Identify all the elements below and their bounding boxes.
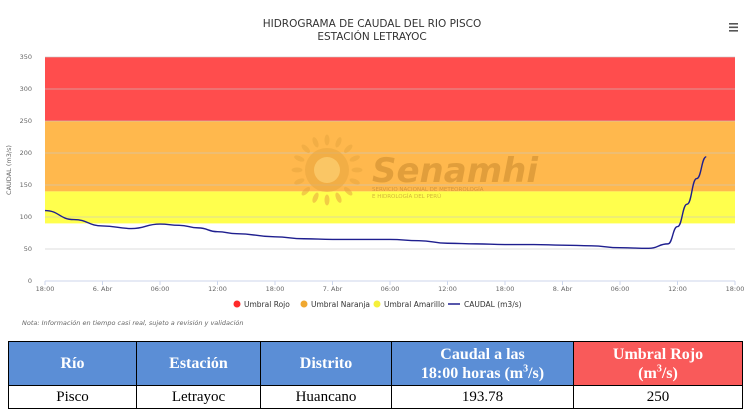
legend-item[interactable]: Umbral Naranja [300, 300, 371, 309]
sun-ray [349, 178, 360, 185]
x-tick-label: 12:00 [668, 285, 687, 293]
sun-ray [294, 178, 305, 185]
y-axis-ticks: 0 50 100 150 200 250 300 350 [20, 53, 32, 285]
senamhi-watermark: Senamhi SERVICIO NACIONAL DE METEOROLOGÍ… [291, 134, 539, 206]
x-axis-ticks: 18:00 6. Abr 06:00 12:00 18:00 7. Abr 06:00 12:… [36, 281, 745, 293]
header-rio: Río [8, 341, 137, 386]
x-tick-label: 06:00 [151, 285, 170, 293]
header-estacion: Estación [136, 341, 261, 386]
x-tick-label: 8. Abr [553, 285, 573, 293]
sun-ray [301, 144, 311, 154]
x-tick-label: 06:00 [611, 285, 630, 293]
table-row: Pisco Letrayoc Huancano 193.78 250 [8, 385, 743, 409]
x-tick-label: 12:00 [438, 285, 457, 293]
sun-ray [343, 144, 353, 154]
legend-item[interactable]: Umbral Rojo [233, 300, 291, 309]
legend-label: Umbral Naranja [311, 300, 370, 309]
sun-ray [335, 192, 342, 203]
series-line-caudal [44, 156, 707, 250]
sun-ray [335, 137, 342, 148]
y-tick-label: 50 [24, 245, 32, 253]
chart-container: HIDROGRAMA DE CAUDAL DEL RIO PISCO ESTAC… [5, 18, 745, 327]
header-umbral-line2: (m3/s) [638, 363, 678, 382]
cell-estacion: Letrayoc [136, 385, 261, 409]
sun-ray [301, 186, 311, 196]
series-group [44, 156, 707, 250]
y-axis-label: CAUDAL (m3/s) [5, 145, 13, 195]
cell-distrito: Huancano [260, 385, 392, 409]
y-tick-label: 100 [20, 213, 32, 221]
sun-ray [291, 167, 303, 173]
x-tick-label: 7. Abr [323, 285, 343, 293]
watermark-tagline-2: E HIDROLOGÍA DEL PERÚ [372, 193, 441, 200]
station-info-table: Río Estación Distrito Caudal a las 18:00… [8, 341, 743, 409]
legend-label: Umbral Amarillo [384, 300, 445, 309]
y-tick-label: 300 [20, 85, 32, 93]
sun-ray [294, 155, 305, 162]
sun-ray [324, 134, 330, 146]
header-distrito: Distrito [260, 341, 392, 386]
footnote: Nota: Información en tiempo casi real, s… [22, 319, 243, 327]
sun-ray [349, 155, 360, 162]
legend-marker [300, 300, 308, 308]
x-tick-label: 18:00 [266, 285, 285, 293]
x-tick-label: 18:00 [726, 285, 745, 293]
header-umbral-line1: Umbral Rojo [612, 345, 704, 363]
chart-subtitle: ESTACIÓN LETRAYOC [317, 30, 426, 43]
hamburger-menu-icon[interactable] [726, 20, 740, 34]
legend-label: CAUDAL (m3/s) [464, 300, 522, 309]
x-tick-label: 6. Abr [93, 285, 113, 293]
legend-item[interactable]: CAUDAL (m3/s) [448, 300, 522, 309]
y-tick-label: 150 [20, 181, 32, 189]
x-tick-label: 18:00 [36, 285, 55, 293]
threshold-band-2 [45, 121, 735, 192]
y-tick-label: 350 [20, 53, 32, 61]
x-tick-label: 18:00 [496, 285, 515, 293]
cell-umbral-rojo: 250 [573, 385, 743, 409]
legend-marker [233, 300, 241, 308]
sun-ray [312, 192, 319, 203]
header-caudal-line1: Caudal a las [440, 345, 525, 363]
chart-title: HIDROGRAMA DE CAUDAL DEL RIO PISCO [263, 18, 482, 30]
cell-rio: Pisco [8, 385, 137, 409]
y-tick-label: 250 [20, 117, 32, 125]
legend: Umbral Rojo Umbral Naranja Umbral Amarillo… [233, 300, 522, 309]
header-caudal-line2: 18:00 horas (m3/s) [420, 363, 545, 382]
cell-caudal: 193.78 [391, 385, 574, 409]
legend-marker [373, 300, 381, 308]
x-tick-label: 12:00 [208, 285, 227, 293]
sun-ray [343, 186, 353, 196]
header-caudal: Caudal a las 18:00 horas (m3/s) [391, 341, 574, 386]
sun-ray [351, 167, 363, 173]
x-tick-label: 06:00 [381, 285, 400, 293]
watermark-brand: Senamhi [372, 151, 539, 191]
sun-logo [291, 134, 363, 206]
y-tick-label: 200 [20, 149, 32, 157]
legend-label: Umbral Rojo [244, 300, 290, 309]
sun-ray [324, 194, 330, 206]
y-tick-label: 0 [28, 277, 32, 285]
threshold-band-3 [45, 191, 735, 224]
table-header-row: Río Estación Distrito Caudal a las 18:00… [8, 341, 743, 386]
header-umbral-rojo: Umbral Rojo (m3/s) [573, 341, 743, 386]
legend-item[interactable]: Umbral Amarillo [373, 300, 446, 309]
watermark-tagline-1: SERVICIO NACIONAL DE METEOROLOGÍA [372, 186, 484, 193]
hydrograph-chart: HIDROGRAMA DE CAUDAL DEL RIO PISCO ESTAC… [5, 18, 745, 327]
sun-ray [312, 137, 319, 148]
